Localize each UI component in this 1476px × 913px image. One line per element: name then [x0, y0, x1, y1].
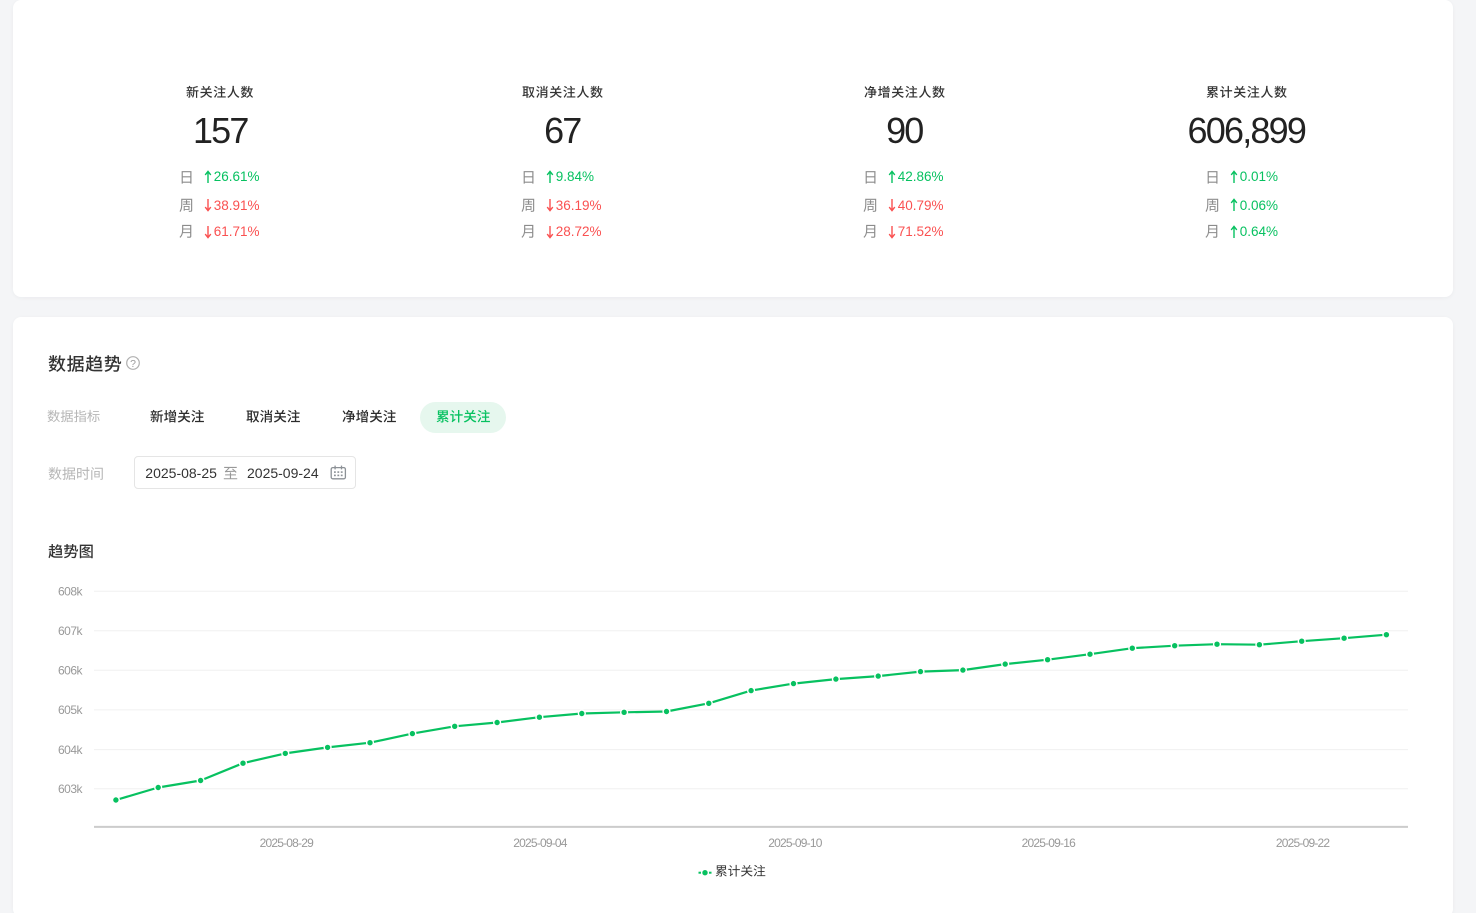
- svg-text:?: ?: [130, 357, 136, 369]
- svg-text:603k: 603k: [58, 782, 84, 796]
- svg-text:2025-09-22: 2025-09-22: [1276, 836, 1331, 850]
- svg-text:2025-09-04: 2025-09-04: [513, 836, 568, 850]
- svg-text:2025-09-16: 2025-09-16: [1022, 836, 1077, 850]
- svg-text:2025-08-29: 2025-08-29: [260, 836, 315, 850]
- svg-text:608k: 608k: [58, 584, 84, 598]
- svg-text:605k: 605k: [58, 703, 84, 717]
- svg-text:2025-09-10: 2025-09-10: [768, 836, 823, 850]
- svg-text:604k: 604k: [58, 743, 84, 757]
- svg-text:607k: 607k: [58, 624, 84, 638]
- svg-text:606k: 606k: [58, 664, 84, 678]
